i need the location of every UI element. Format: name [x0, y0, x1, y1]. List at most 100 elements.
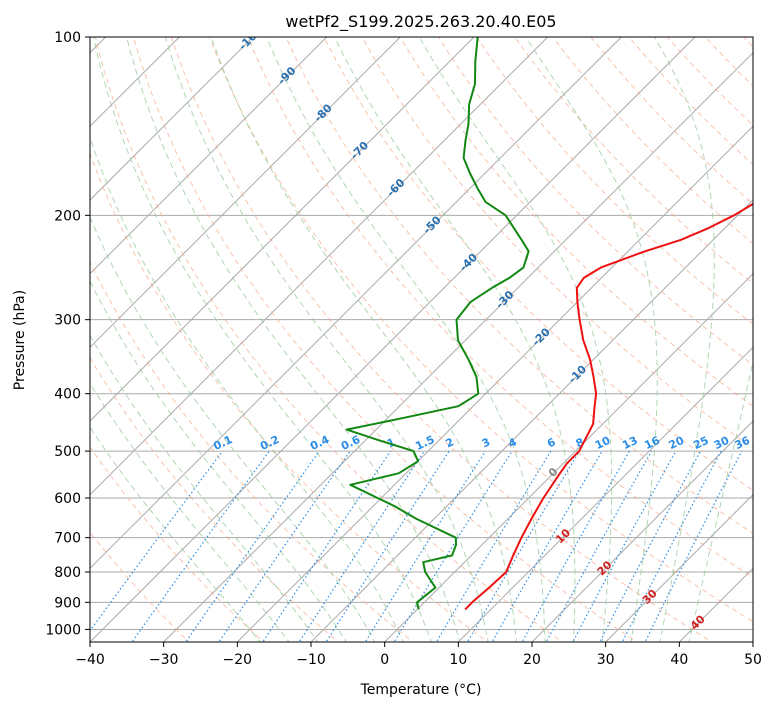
- moist-adiabat-line: [126, 37, 461, 642]
- dry-adiabat-line: [285, 37, 753, 535]
- moist-adiabat-line: [90, 382, 290, 642]
- isotherm-line: [163, 51, 753, 642]
- x-tick-label: 50: [744, 652, 762, 668]
- dry-adiabats: [90, 24, 775, 645]
- dry-adiabat-line: [399, 37, 753, 407]
- x-tick-label: 20: [523, 652, 541, 668]
- isotherm-line: [236, 125, 753, 642]
- mixing-ratio-line: [218, 450, 351, 642]
- moist-adiabat-line: [418, 37, 613, 642]
- mixing-ratio-line: [393, 450, 513, 642]
- mixing-ratio-line: [262, 450, 392, 642]
- mixing-ratio-line: [90, 450, 223, 632]
- mixing-ratio-label: 0.1: [211, 433, 234, 453]
- x-tick-label: 40: [670, 652, 688, 668]
- isotherm-line: [384, 272, 753, 642]
- x-tick-label: −20: [223, 652, 253, 668]
- isotherm-line: [90, 37, 622, 570]
- adiabat-label: -100: [236, 24, 265, 53]
- plot-area: 0.1 0.2 0.4 0.6 1 1.5 2 3 4 6 8 10 13 16 20 25 30 36-100-…: [90, 24, 775, 645]
- adiabat-label: 30: [640, 587, 660, 607]
- dry-adiabat-line: [437, 37, 753, 366]
- y-tick-label: 200: [54, 208, 81, 224]
- dry-adiabat-line: [132, 37, 638, 642]
- dry-adiabat-line: [247, 37, 753, 578]
- mixing-ratio-label: 3: [480, 435, 492, 450]
- mixing-ratio-label: 16: [642, 434, 662, 452]
- mixing-ratio-label: 4: [506, 435, 519, 450]
- y-tick-label: 400: [54, 387, 81, 403]
- x-axis-label: Temperature (°C): [360, 682, 482, 698]
- dry-adiabat-line: [769, 24, 775, 645]
- mixing-ratio-label: 0.6: [339, 433, 362, 453]
- dry-adiabat-line: [514, 37, 753, 285]
- dry-adiabat-line: [90, 531, 190, 642]
- y-tick-label: 1000: [45, 622, 81, 638]
- moist-adiabat-line: [90, 279, 347, 642]
- isotherm-line: [605, 493, 753, 642]
- moist-adiabat-line: [90, 215, 376, 642]
- isotherm-line: [90, 37, 475, 422]
- isotherm-line: [90, 37, 549, 496]
- moist-adiabat-line: [688, 358, 753, 642]
- isotherm-line: [531, 420, 753, 642]
- mixing-ratio-label: 10: [593, 434, 613, 452]
- adiabat-label: 20: [595, 558, 615, 578]
- x-tick-label: −30: [149, 652, 179, 668]
- dewpoint-line: [345, 37, 530, 610]
- mixing-ratio-label: 13: [620, 434, 639, 452]
- adiabat-label: -80: [312, 101, 335, 124]
- mixing-ratio-line: [364, 450, 486, 642]
- mixing-ratio-line: [599, 450, 702, 642]
- moist-adiabat-line: [90, 135, 404, 642]
- adiabat-label: -10: [566, 363, 589, 386]
- mixing-ratio-line: [131, 450, 270, 642]
- y-tick-label: 300: [54, 313, 81, 329]
- isotherm-line: [90, 37, 401, 349]
- dry-adiabat-line: [704, 37, 753, 87]
- y-tick-label: 800: [54, 565, 81, 581]
- adiabat-label: -20: [530, 325, 553, 348]
- moist-adiabats: [90, 37, 753, 642]
- adiabat-label: -30: [493, 288, 516, 311]
- x-tick-label: 30: [597, 652, 615, 668]
- mixing-ratio-label: 1.5: [413, 433, 436, 453]
- adiabat-label: -90: [275, 64, 298, 87]
- x-axis-ticks: −40 −30 −20 −10 0 10 20 30 40 50: [75, 642, 762, 668]
- y-tick-label: 600: [54, 491, 81, 507]
- temperature-line: [464, 202, 753, 611]
- isotherm-line: [90, 37, 328, 275]
- isobar-grid: [90, 37, 753, 630]
- dry-adiabat-line: [90, 356, 340, 642]
- y-tick-label: 900: [54, 595, 81, 611]
- isotherm-line: [90, 37, 696, 642]
- dry-adiabat-line: [94, 37, 564, 642]
- isotherm-grid: [90, 37, 753, 642]
- isotherm-line: [752, 641, 753, 642]
- dry-adiabat-line: [209, 37, 753, 623]
- x-tick-label: −10: [296, 652, 326, 668]
- mixing-ratio-label: 2: [444, 435, 456, 450]
- dry-adiabat-line: [361, 37, 753, 449]
- mixing-ratio-label: 36: [733, 434, 753, 452]
- mixing-ratio-lines: [90, 450, 743, 642]
- adiabat-label: -60: [384, 176, 407, 199]
- adiabat-label: 0: [546, 465, 561, 480]
- mixing-ratio-label: 0.2: [258, 433, 281, 453]
- isotherm-line: [457, 346, 753, 642]
- moist-adiabat-line: [334, 37, 576, 642]
- mixing-ratio-label: 20: [667, 434, 687, 452]
- mixing-ratio-line: [644, 450, 743, 642]
- y-axis-label: Pressure (hPa): [12, 290, 28, 390]
- dry-adiabat-line: [323, 37, 753, 491]
- reference-line-labels: 0.1 0.2 0.4 0.6 1 1.5 2 3 4 6 8 10 13 16 20 25 30 36-100-…: [211, 24, 753, 633]
- mixing-ratio-line: [572, 450, 677, 642]
- moist-adiabat-line: [266, 37, 546, 642]
- y-tick-label: 500: [54, 444, 81, 460]
- mixing-ratio-line: [621, 450, 722, 642]
- sounding-series: [345, 37, 753, 611]
- mixing-ratio-label: 0.4: [308, 433, 331, 453]
- y-tick-label: 100: [54, 30, 81, 46]
- dry-adiabat-line: [476, 37, 753, 325]
